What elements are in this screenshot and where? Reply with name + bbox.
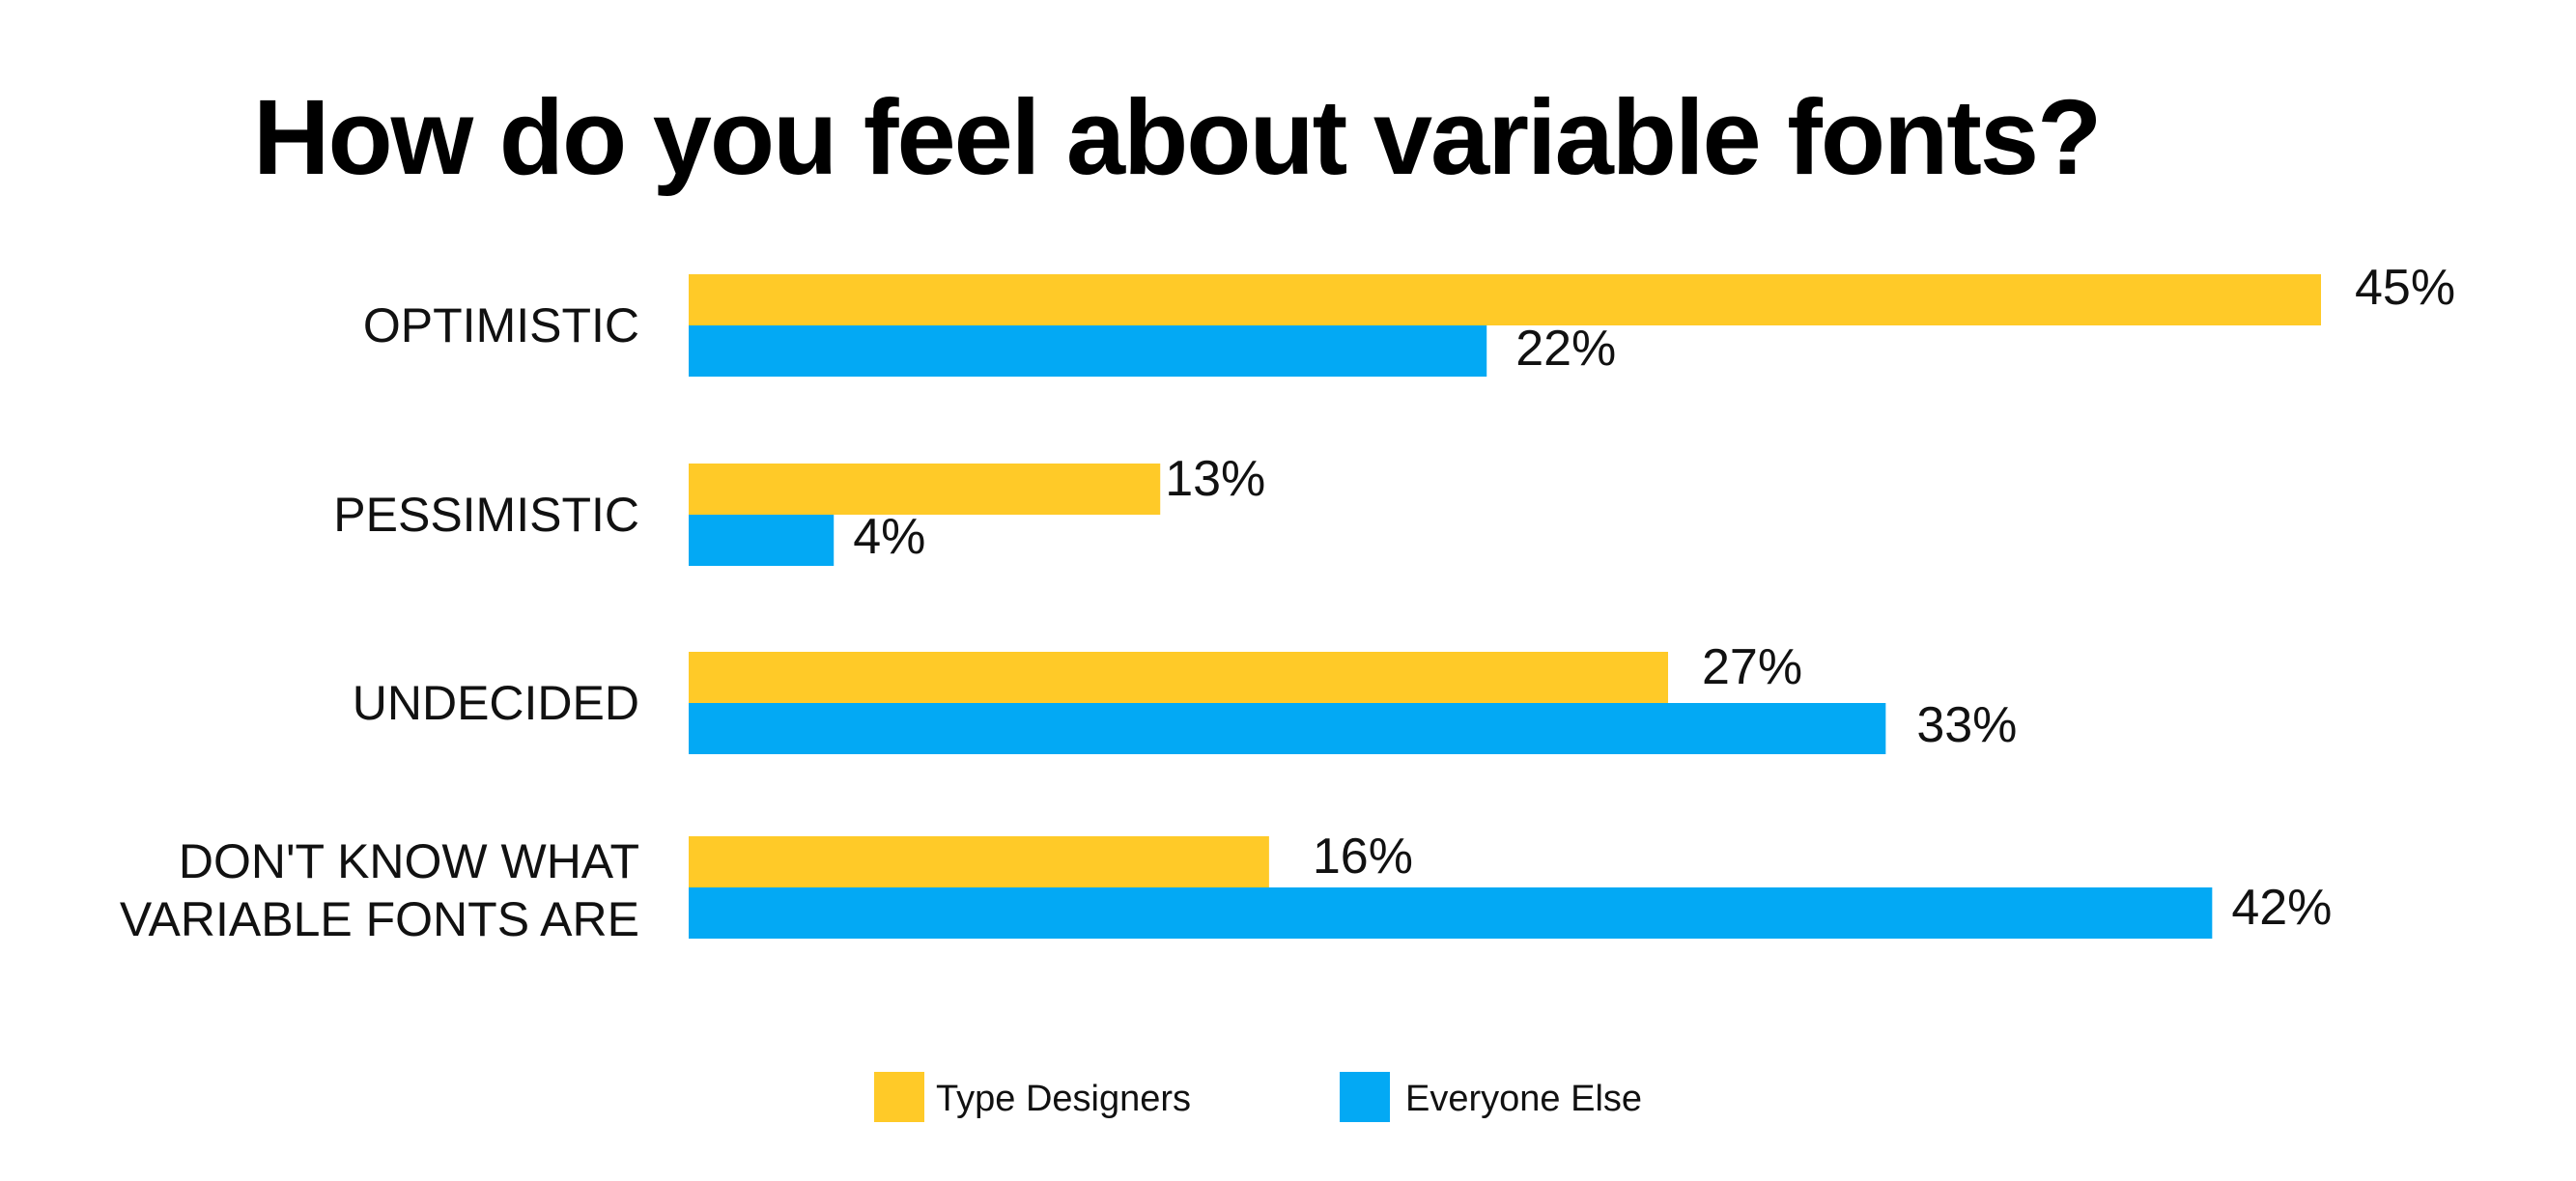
legend-label: Everyone Else	[1405, 1079, 1642, 1119]
data-label: 27%	[1702, 639, 1802, 695]
bar-everyone-else	[689, 515, 835, 566]
data-label: 22%	[1515, 321, 1616, 377]
legend-label: Type Designers	[936, 1079, 1191, 1119]
bar-everyone-else	[689, 703, 1886, 754]
category-label: OPTIMISTIC	[363, 298, 639, 352]
data-label: 13%	[1165, 451, 1265, 507]
data-label: 4%	[853, 509, 925, 565]
bar-type-designers	[689, 274, 2321, 325]
category-labels: OPTIMISTIC PESSIMISTIC UNDECIDED DON'T KNOW…	[120, 298, 639, 946]
category-label: UNDECIDED	[353, 676, 639, 730]
data-label: 16%	[1313, 829, 1413, 885]
bar-everyone-else	[689, 887, 2213, 939]
category-label: DON'T KNOW WHAT VARIABLE FONTS ARE	[120, 834, 639, 946]
bars	[689, 274, 2321, 939]
value-labels: 45% 22% 13% 4% 27% 33% 16% 42%	[853, 260, 2455, 936]
chart-title: How do you feel about variable fonts?	[253, 78, 2100, 197]
bar-type-designers	[689, 652, 1668, 703]
bar-everyone-else	[689, 325, 1487, 377]
legend: Type Designers Everyone Else	[874, 1072, 1642, 1122]
category-label: PESSIMISTIC	[333, 488, 639, 542]
data-label: 45%	[2355, 260, 2455, 316]
bar-type-designers	[689, 836, 1269, 887]
data-label: 33%	[1916, 697, 2017, 753]
legend-swatch	[1340, 1072, 1390, 1122]
data-label: 42%	[2231, 880, 2332, 936]
legend-swatch	[874, 1072, 924, 1122]
bar-type-designers	[689, 464, 1161, 515]
